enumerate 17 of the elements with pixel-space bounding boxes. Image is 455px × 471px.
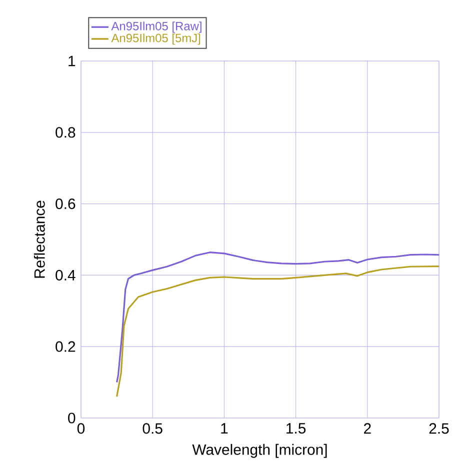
y-tick-label: 0.2 bbox=[56, 341, 76, 352]
y-tick-label: 0 bbox=[68, 412, 76, 424]
line-series bbox=[116, 252, 440, 384]
y-tick-label: 0.4 bbox=[56, 270, 76, 280]
x-tick-label: 2.5 bbox=[429, 423, 449, 434]
y-axis-title: Reflectance bbox=[34, 200, 45, 278]
x-tick-label: 0 bbox=[77, 423, 85, 434]
y-tick-label: 1 bbox=[68, 56, 76, 66]
x-tick-label: 2 bbox=[364, 423, 371, 434]
x-tick-label: 0.5 bbox=[142, 423, 162, 434]
legend-label: An95Ilm05 [5mJ] bbox=[111, 33, 200, 45]
y-tick-label: 0.6 bbox=[56, 198, 76, 210]
x-tick-label: 1.5 bbox=[286, 423, 306, 434]
legend-label: An95Ilm05 [Raw] bbox=[111, 22, 202, 33]
y-tick-label: 0.8 bbox=[56, 127, 76, 138]
x-axis-title: Wavelength [micron] bbox=[192, 444, 327, 458]
x-tick-label: 1 bbox=[221, 423, 228, 434]
